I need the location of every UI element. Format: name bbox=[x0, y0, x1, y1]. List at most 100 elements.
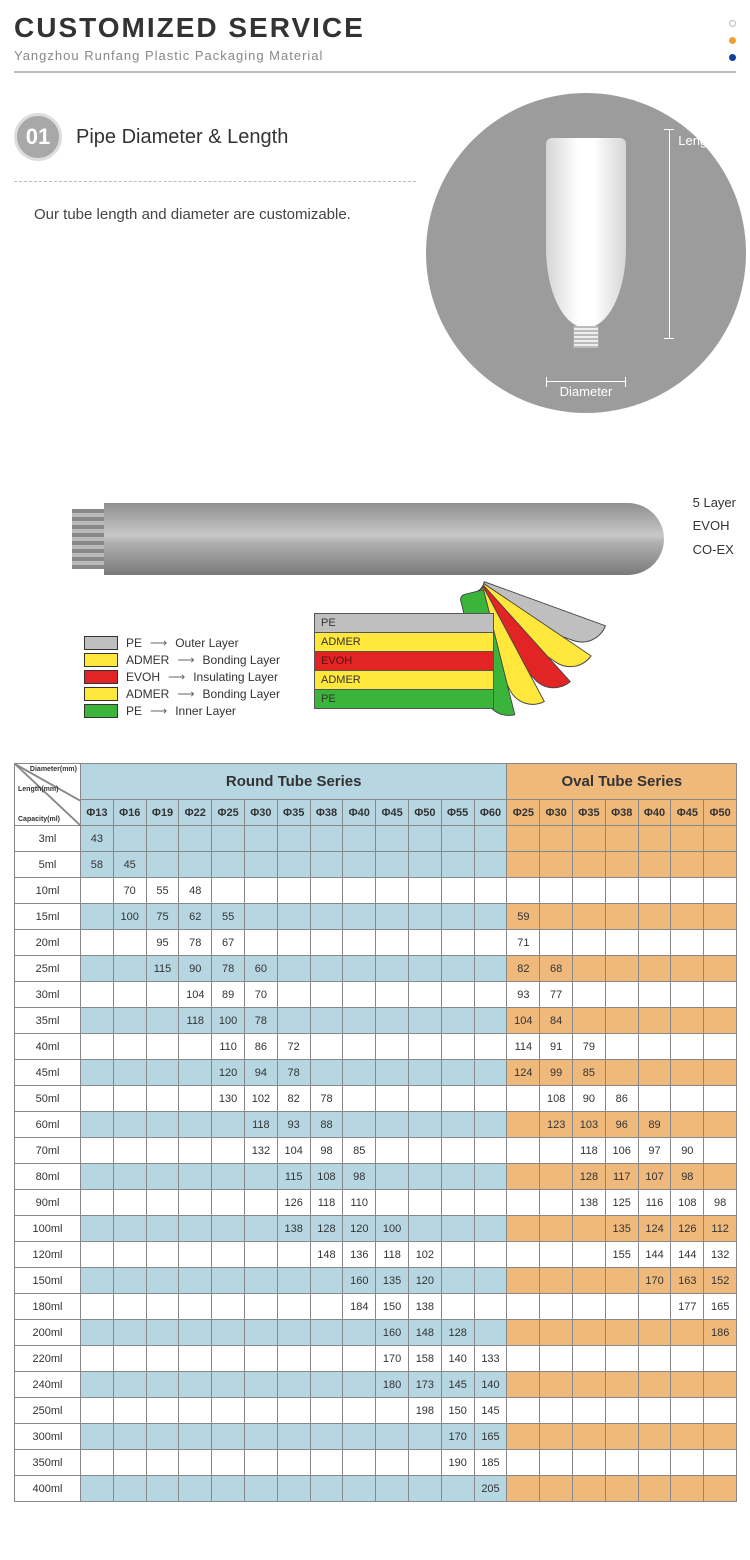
oval-cell bbox=[704, 956, 737, 982]
round-cell bbox=[474, 1268, 507, 1294]
round-cell bbox=[244, 930, 277, 956]
round-cell bbox=[310, 1034, 343, 1060]
round-cell bbox=[474, 852, 507, 878]
round-cell bbox=[474, 1164, 507, 1190]
oval-cell bbox=[540, 1398, 573, 1424]
round-cell bbox=[376, 852, 409, 878]
oval-cell bbox=[573, 930, 606, 956]
oval-cell bbox=[704, 1372, 737, 1398]
round-cell: 70 bbox=[244, 982, 277, 1008]
oval-cell bbox=[540, 1216, 573, 1242]
round-cell bbox=[146, 982, 179, 1008]
oval-cell bbox=[638, 904, 671, 930]
round-cell bbox=[441, 1112, 474, 1138]
round-cell: 158 bbox=[408, 1346, 441, 1372]
round-cell: 75 bbox=[146, 904, 179, 930]
round-cell bbox=[244, 1450, 277, 1476]
round-cell: 78 bbox=[212, 956, 245, 982]
oval-cell: 79 bbox=[573, 1034, 606, 1060]
round-cell bbox=[310, 1424, 343, 1450]
round-cell bbox=[408, 852, 441, 878]
round-cell bbox=[113, 1372, 146, 1398]
oval-col-header: Φ50 bbox=[704, 800, 737, 826]
oval-cell bbox=[638, 1398, 671, 1424]
round-cell bbox=[441, 1138, 474, 1164]
round-cell: 102 bbox=[244, 1086, 277, 1112]
oval-cell: 93 bbox=[507, 982, 540, 1008]
round-cell bbox=[81, 1294, 114, 1320]
oval-cell bbox=[671, 1450, 704, 1476]
round-cell bbox=[146, 1216, 179, 1242]
oval-cell bbox=[573, 982, 606, 1008]
layer-block-row: ADMER bbox=[314, 671, 494, 690]
round-cell bbox=[212, 1346, 245, 1372]
round-cell bbox=[474, 1034, 507, 1060]
oval-cell bbox=[638, 1060, 671, 1086]
round-cell bbox=[81, 1268, 114, 1294]
oval-cell: 117 bbox=[605, 1164, 638, 1190]
round-cell bbox=[441, 1164, 474, 1190]
oval-cell bbox=[507, 1268, 540, 1294]
round-cell bbox=[343, 1398, 376, 1424]
oval-cell bbox=[507, 1476, 540, 1502]
round-cell bbox=[244, 1190, 277, 1216]
round-cell bbox=[212, 1476, 245, 1502]
dot-icon bbox=[729, 20, 736, 27]
oval-cell: 144 bbox=[671, 1242, 704, 1268]
layer-block-row: ADMER bbox=[314, 633, 494, 652]
oval-cell: 135 bbox=[605, 1216, 638, 1242]
round-cell bbox=[474, 1294, 507, 1320]
round-cell bbox=[244, 1320, 277, 1346]
round-cell bbox=[277, 930, 310, 956]
round-cell: 95 bbox=[146, 930, 179, 956]
round-cell bbox=[179, 1138, 212, 1164]
round-cell bbox=[441, 956, 474, 982]
oval-cell: 124 bbox=[638, 1216, 671, 1242]
oval-cell bbox=[507, 878, 540, 904]
oval-cell bbox=[605, 1008, 638, 1034]
legend-material: PE bbox=[126, 704, 142, 718]
oval-cell bbox=[704, 930, 737, 956]
round-col-header: Φ35 bbox=[277, 800, 310, 826]
oval-cell bbox=[605, 826, 638, 852]
round-cell: 55 bbox=[146, 878, 179, 904]
oval-cell bbox=[671, 904, 704, 930]
round-series-header: Round Tube Series bbox=[81, 764, 507, 800]
oval-cell bbox=[573, 1008, 606, 1034]
round-cell bbox=[244, 1398, 277, 1424]
oval-cell bbox=[573, 1398, 606, 1424]
oval-cell bbox=[605, 1372, 638, 1398]
round-cell bbox=[343, 1112, 376, 1138]
tube-illustration bbox=[526, 138, 646, 368]
oval-cell bbox=[704, 904, 737, 930]
oval-cell bbox=[638, 1086, 671, 1112]
round-cell bbox=[179, 1346, 212, 1372]
oval-cell bbox=[540, 1190, 573, 1216]
round-cell bbox=[343, 982, 376, 1008]
round-cell bbox=[277, 1372, 310, 1398]
round-cell bbox=[474, 982, 507, 1008]
capacity-cell: 240ml bbox=[15, 1372, 81, 1398]
oval-cell bbox=[573, 1450, 606, 1476]
round-cell bbox=[376, 956, 409, 982]
round-cell bbox=[113, 1242, 146, 1268]
oval-cell bbox=[638, 1346, 671, 1372]
round-cell bbox=[244, 1268, 277, 1294]
round-cell: 98 bbox=[310, 1138, 343, 1164]
round-cell bbox=[343, 1060, 376, 1086]
round-cell: 128 bbox=[310, 1216, 343, 1242]
arrow-icon: ⟶ bbox=[177, 687, 194, 701]
oval-cell bbox=[573, 1242, 606, 1268]
round-cell bbox=[146, 1008, 179, 1034]
oval-cell bbox=[671, 1346, 704, 1372]
round-cell bbox=[81, 930, 114, 956]
capacity-cell: 60ml bbox=[15, 1112, 81, 1138]
round-cell: 145 bbox=[441, 1372, 474, 1398]
layer-diagram: 5 LayerEVOHCO-EX PEADMEREVOHADMERPE PE⟶O… bbox=[14, 473, 736, 753]
round-cell: 138 bbox=[277, 1216, 310, 1242]
round-cell bbox=[146, 1294, 179, 1320]
round-cell bbox=[441, 1242, 474, 1268]
oval-cell: 144 bbox=[638, 1242, 671, 1268]
oval-cell: 89 bbox=[638, 1112, 671, 1138]
oval-cell bbox=[540, 930, 573, 956]
